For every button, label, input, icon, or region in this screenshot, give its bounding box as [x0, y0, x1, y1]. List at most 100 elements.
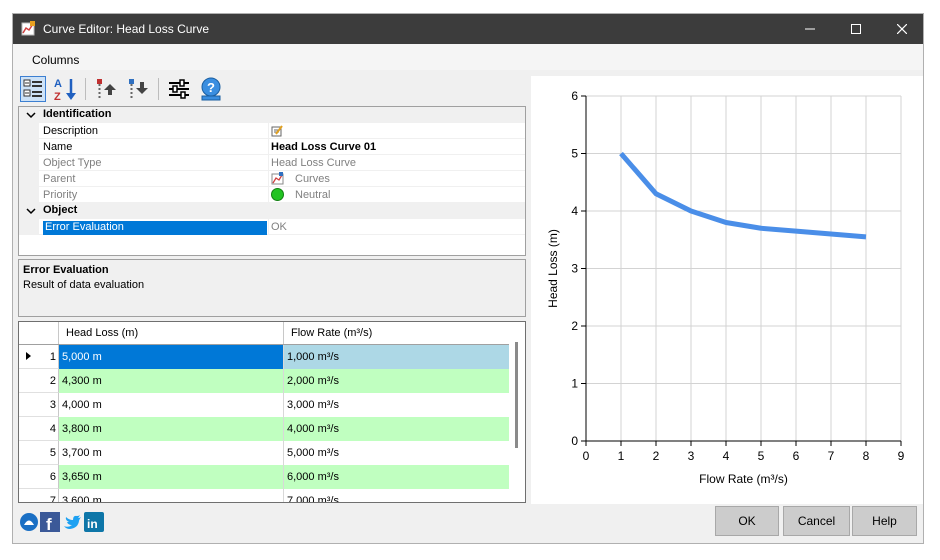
property-row-name[interactable]: Name Head Loss Curve 01	[19, 139, 525, 155]
linkedin-icon[interactable]: in	[84, 512, 104, 532]
x-tick-label: 6	[793, 449, 800, 463]
head-loss-cell[interactable]: 4,000 m	[59, 393, 284, 417]
cell-text: 2,000 m³/s	[287, 375, 339, 387]
menu-bar: Columns	[13, 44, 923, 70]
y-tick-label: 0	[571, 434, 578, 448]
app-logo-icon[interactable]	[19, 512, 39, 532]
description-title: Error Evaluation	[23, 264, 109, 276]
x-tick-label: 7	[828, 449, 835, 463]
property-name: Error Evaluation	[45, 221, 124, 233]
x-axis-label: Flow Rate (m³/s)	[699, 472, 788, 486]
row-number: 4	[49, 423, 56, 435]
row-number: 5	[49, 447, 56, 459]
table-row[interactable]: 3 4,000 m 3,000 m³/s	[19, 393, 509, 417]
row-number: 7	[49, 495, 56, 503]
flow-rate-cell[interactable]: 1,000 m³/s	[284, 345, 509, 369]
scrollbar-thumb[interactable]	[515, 342, 518, 448]
head-loss-cell[interactable]: 5,000 m	[59, 345, 284, 369]
y-tick-label: 5	[571, 147, 578, 161]
move-down-icon	[129, 79, 148, 98]
close-button[interactable]	[879, 14, 923, 44]
property-name: Description	[43, 125, 99, 137]
property-row-description[interactable]: Description	[19, 123, 525, 139]
head-loss-cell[interactable]: 3,650 m	[59, 465, 284, 489]
cancel-button[interactable]: Cancel	[783, 506, 850, 536]
x-tick-label: 0	[583, 449, 590, 463]
x-tick-label: 2	[653, 449, 660, 463]
x-tick-label: 9	[898, 449, 905, 463]
table-vertical-scrollbar[interactable]	[509, 322, 525, 502]
property-row-priority[interactable]: Priority Neutral	[19, 187, 525, 203]
table-row[interactable]: 6 3,650 m 6,000 m³/s	[19, 465, 509, 489]
menu-columns[interactable]: Columns	[32, 53, 80, 67]
help-dialog-button[interactable]: Help	[852, 506, 917, 536]
row-header[interactable]: 2	[19, 369, 59, 393]
column-header-label: Head Loss (m)	[66, 327, 139, 339]
help-button[interactable]: ?	[198, 76, 224, 102]
x-tick-label: 4	[723, 449, 730, 463]
svg-text:f: f	[46, 515, 52, 532]
category-object[interactable]: Object	[19, 203, 525, 219]
table-row[interactable]: 4 3,800 m 4,000 m³/s	[19, 417, 509, 441]
toolbar-separator	[158, 78, 159, 100]
row-header[interactable]: 7	[19, 489, 59, 503]
facebook-icon[interactable]: f	[40, 512, 60, 532]
x-tick-label: 1	[618, 449, 625, 463]
row-header[interactable]: 4	[19, 417, 59, 441]
head-loss-cell[interactable]: 3,700 m	[59, 441, 284, 465]
toolbar-separator	[85, 78, 86, 100]
property-name: Priority	[43, 189, 78, 201]
settings-button[interactable]	[166, 76, 192, 102]
table-row[interactable]: 2 4,300 m 2,000 m³/s	[19, 369, 509, 393]
flow-rate-cell[interactable]: 7,000 m³/s	[284, 489, 509, 502]
flow-rate-cell[interactable]: 2,000 m³/s	[284, 369, 509, 393]
row-header[interactable]: 1	[19, 345, 59, 369]
collapse-chevron-icon[interactable]	[25, 203, 37, 219]
property-name: Object Type	[43, 157, 102, 169]
property-name: Parent	[43, 173, 76, 185]
move-up-button[interactable]	[93, 76, 119, 102]
property-row-error-evaluation[interactable]: Error Evaluation OK	[19, 219, 525, 235]
name-value[interactable]: Head Loss Curve 01	[271, 141, 377, 153]
row-header[interactable]: 6	[19, 465, 59, 489]
category-identification[interactable]: Identification	[19, 107, 525, 123]
row-header[interactable]: 3	[19, 393, 59, 417]
property-row-parent[interactable]: Parent Curves	[19, 171, 525, 187]
maximize-button[interactable]	[833, 14, 879, 44]
curve-editor-window: Curve Editor: Head Loss Curve Columns	[12, 13, 924, 544]
y-tick-label: 4	[571, 204, 578, 218]
move-down-button[interactable]	[125, 76, 151, 102]
flow-rate-cell[interactable]: 5,000 m³/s	[284, 441, 509, 465]
twitter-icon[interactable]	[62, 512, 82, 532]
property-row-object-type[interactable]: Object Type Head Loss Curve	[19, 155, 525, 171]
flow-rate-cell[interactable]: 6,000 m³/s	[284, 465, 509, 489]
table-row[interactable]: 7 3,600 m 7,000 m³/s	[19, 489, 509, 503]
alphabetical-sort-button[interactable]: A Z	[52, 76, 78, 103]
column-header-flow-rate[interactable]: Flow Rate (m³/s)	[284, 322, 509, 344]
y-tick-label: 1	[571, 377, 578, 391]
table-row[interactable]: 1 5,000 m 1,000 m³/s	[19, 345, 509, 369]
minimize-icon	[805, 28, 815, 30]
edit-description-icon[interactable]	[271, 125, 283, 137]
category-label: Object	[43, 204, 78, 216]
row-number: 1	[49, 351, 56, 363]
row-header[interactable]: 5	[19, 441, 59, 465]
ok-button[interactable]: OK	[715, 506, 779, 536]
head-loss-cell[interactable]: 3,600 m	[59, 489, 284, 502]
window-title: Curve Editor: Head Loss Curve	[43, 22, 210, 36]
minimize-button[interactable]	[787, 14, 833, 44]
settings-sliders-icon	[169, 79, 189, 99]
priority-status-icon	[271, 188, 284, 201]
collapse-chevron-icon[interactable]	[25, 107, 37, 123]
cell-text: 5,000 m³/s	[287, 447, 339, 459]
column-header-head-loss[interactable]: Head Loss (m)	[59, 322, 284, 344]
head-loss-cell[interactable]: 3,800 m	[59, 417, 284, 441]
svg-text:in: in	[87, 517, 98, 531]
table-row[interactable]: 5 3,700 m 5,000 m³/s	[19, 441, 509, 465]
head-loss-cell[interactable]: 4,300 m	[59, 369, 284, 393]
categorized-view-button[interactable]	[20, 76, 46, 102]
move-up-icon	[97, 79, 116, 98]
flow-rate-cell[interactable]: 4,000 m³/s	[284, 417, 509, 441]
flow-rate-cell[interactable]: 3,000 m³/s	[284, 393, 509, 417]
cell-text: 1,000 m³/s	[287, 351, 339, 363]
